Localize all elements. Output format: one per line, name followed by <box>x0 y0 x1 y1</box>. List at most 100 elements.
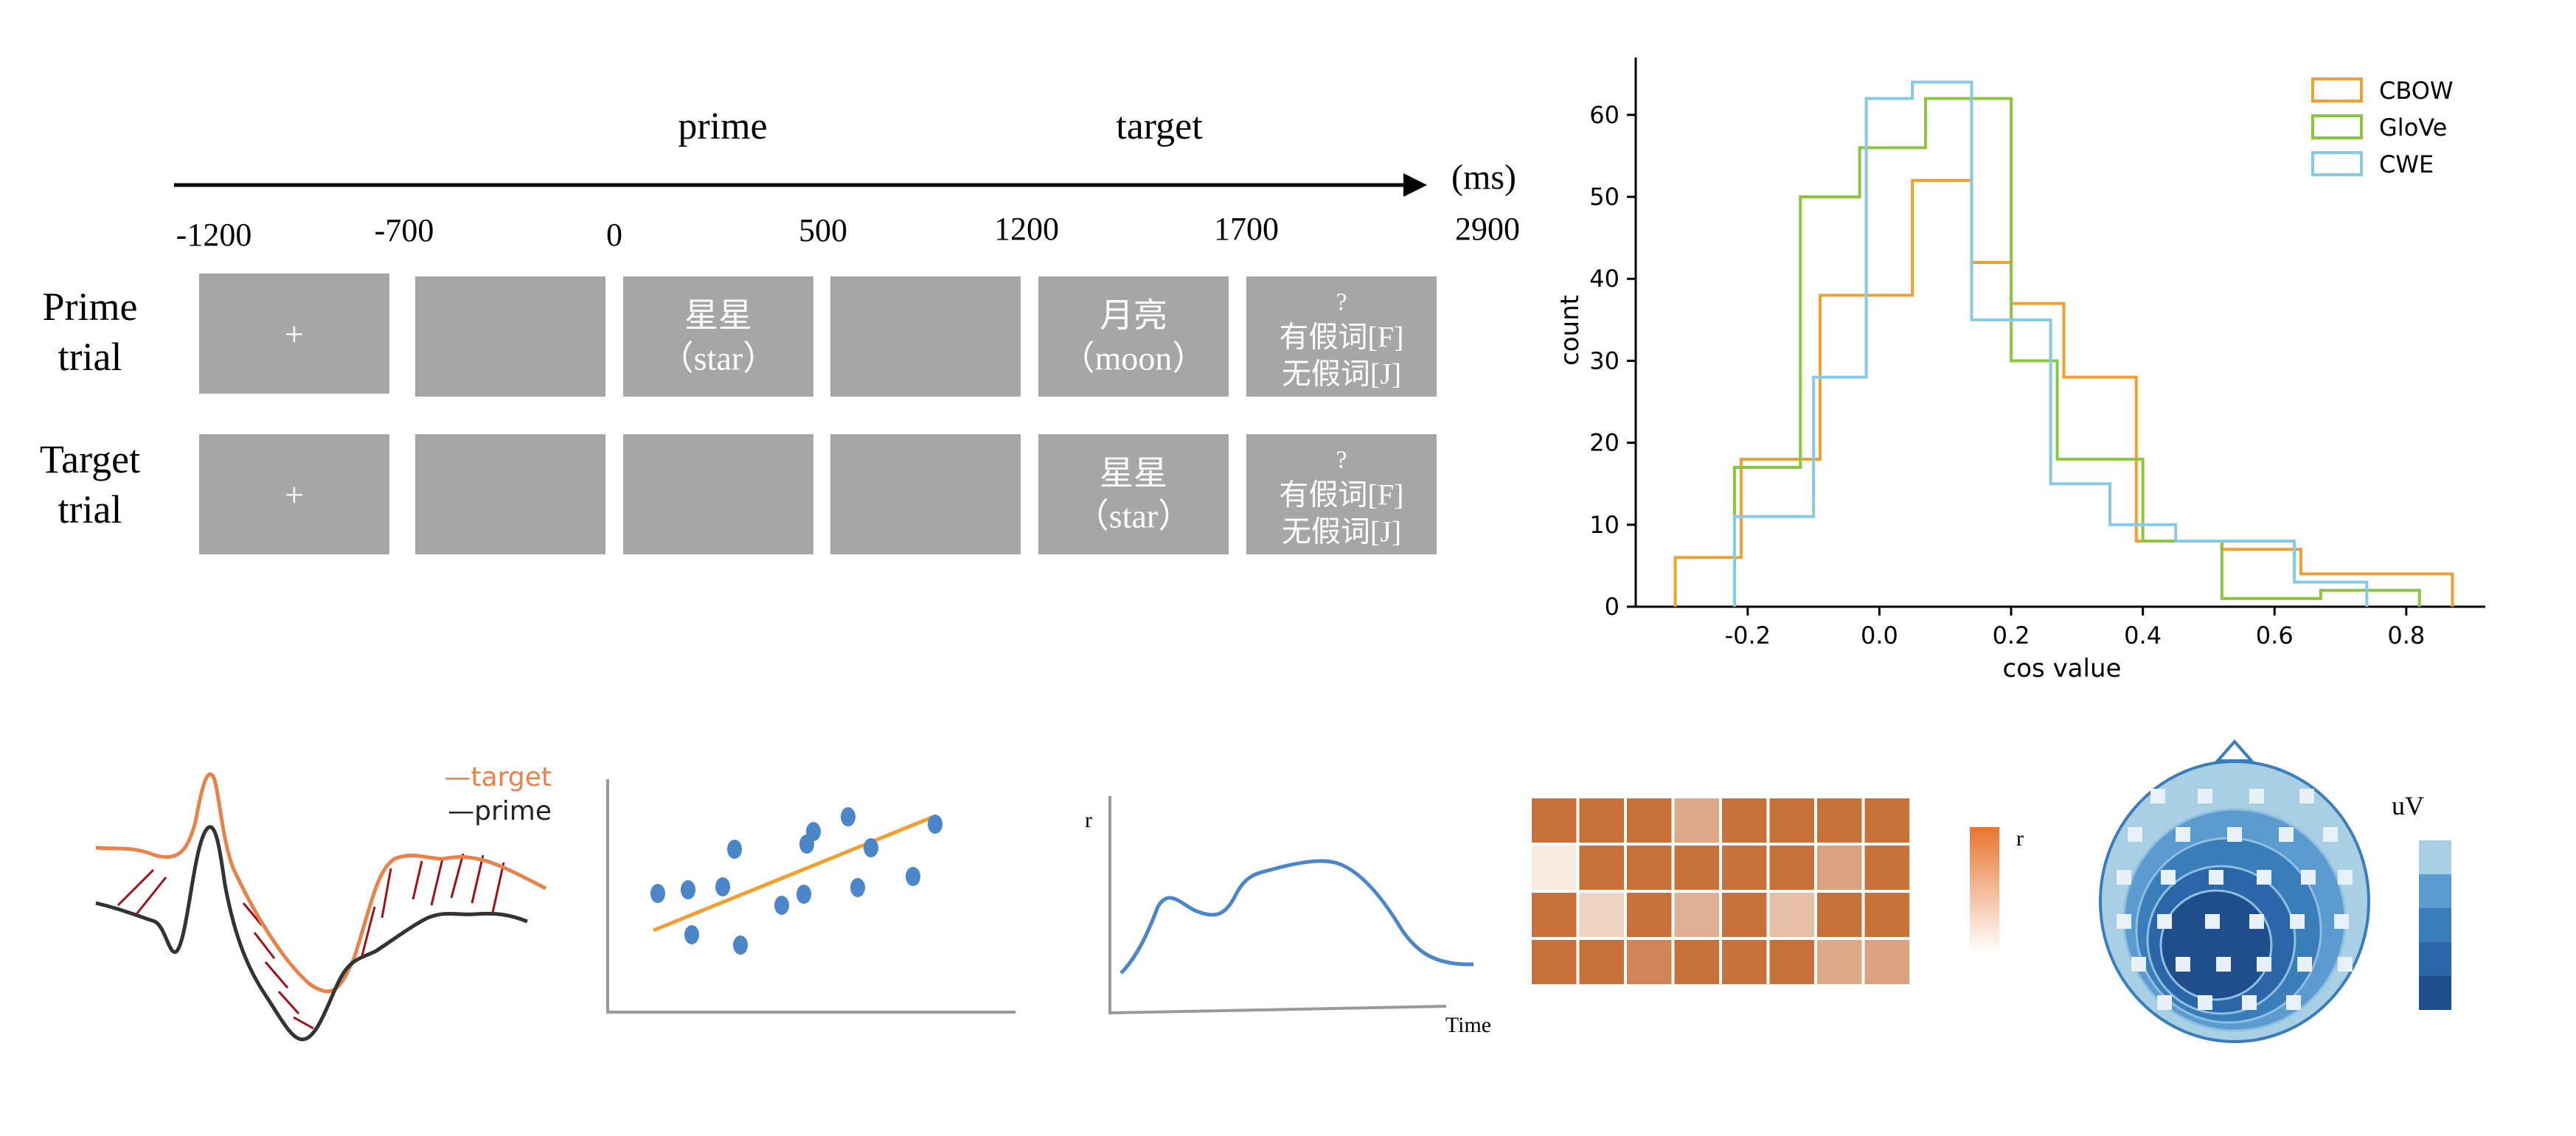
electrode-marker <box>2198 995 2212 1010</box>
heatmap-cell <box>1864 940 1909 984</box>
y-tick-label: 30 <box>1589 346 1619 374</box>
stimulus-text: ? <box>1336 289 1347 316</box>
erp-prime-waveform <box>95 825 528 1042</box>
legend-swatch <box>2311 114 2363 139</box>
topomap-colorbar-step <box>2419 942 2451 976</box>
stimulus-box <box>623 434 813 554</box>
heatmap-cell <box>1817 798 1862 843</box>
scatter-point <box>864 838 878 857</box>
stimulus-box <box>830 434 1021 554</box>
stimulus-box <box>1246 434 1437 554</box>
electrode-marker <box>2249 914 2264 929</box>
heatmap-cell <box>1579 846 1624 890</box>
heatmap-cell <box>1674 846 1719 890</box>
heatmap-cell <box>1817 846 1862 890</box>
stimulus-text: （star） <box>1075 498 1192 535</box>
tick-label: 0 <box>606 217 622 253</box>
scatter-point <box>681 880 695 899</box>
phase-label-prime: prime <box>678 105 767 147</box>
electrode-marker <box>2338 957 2353 972</box>
histogram-ylabel: count <box>1555 295 1585 366</box>
timecourse-axes <box>1108 796 1447 1015</box>
tick-label: 1200 <box>994 211 1059 247</box>
erp-target-waveform <box>95 772 547 994</box>
topomap-colorbar-step <box>2419 908 2451 942</box>
electrode-marker <box>2334 914 2349 929</box>
heatmap-cell <box>1864 893 1909 937</box>
correlation-heatmap-panel: r <box>1532 798 2024 984</box>
heatmap-cell <box>1864 798 1909 843</box>
tick-label: -1200 <box>176 217 252 253</box>
topomap-nose-icon <box>2214 739 2255 762</box>
heatmap-colorbar-label: r <box>2016 826 2024 851</box>
y-tick-label: 0 <box>1605 593 1619 621</box>
topomap-colorbar <box>2419 840 2451 1010</box>
heatmap-cell <box>1769 798 1814 843</box>
heatmap-cell <box>1817 940 1862 984</box>
timecourse-ylabel: r <box>1085 808 1092 832</box>
topomap-colorbar-step <box>2419 874 2451 908</box>
heatmap-cell <box>1532 940 1577 984</box>
heatmap-cell <box>1674 798 1719 843</box>
scatter-point <box>733 935 748 955</box>
legend-label: GloVe <box>2379 114 2447 142</box>
electrode-marker <box>2249 789 2264 804</box>
heatmap-cell <box>1579 940 1624 984</box>
timecourse-panel: r Time <box>1085 796 1491 1037</box>
erp-legend-target: —target <box>445 762 552 792</box>
histogram-series-cwe <box>1732 80 2369 607</box>
x-tick-label: 0.6 <box>2256 621 2294 649</box>
scatter-point <box>806 822 821 841</box>
scatter-point <box>774 896 789 915</box>
electrode-marker <box>2297 957 2312 972</box>
electrode-marker <box>2216 957 2231 972</box>
stimulus-box <box>199 434 389 554</box>
legend-swatch <box>2311 151 2363 176</box>
cos-value-histogram: count cos value -0.2 0.0 0.2 0.4 0.6 0.8 0 10 20… <box>1555 58 2485 683</box>
topomap-contour-4 <box>2159 889 2273 1001</box>
stimulus-box <box>1246 276 1437 397</box>
row-label-prime-trial-line2: trial <box>58 335 122 379</box>
erp-difference-hatching <box>117 853 505 1030</box>
trial-boxes: + 星星（star）月亮（moon）?有假词[F]无假词[J]+星星（star）?… <box>199 273 1437 554</box>
scatter-point <box>727 840 742 859</box>
x-tick-label: 0.8 <box>2387 621 2425 649</box>
stimulus-text: 星星 <box>1100 455 1167 492</box>
electrode-marker <box>2209 870 2223 885</box>
legend-swatch <box>2311 77 2363 102</box>
electrode-marker <box>2286 995 2301 1010</box>
heatmap-colorbar <box>1970 827 1999 952</box>
legend-label: CWE <box>2379 150 2434 178</box>
timecourse-curve <box>1119 859 1474 975</box>
electrode-marker <box>2323 827 2338 842</box>
tick-label: -700 <box>375 212 434 248</box>
electrode-marker <box>2299 789 2314 804</box>
heatmap-cell <box>1769 940 1814 984</box>
topomap-colorbar-step <box>2419 840 2451 874</box>
electrode-marker <box>2117 914 2131 929</box>
stimulus-text: 星星 <box>684 297 752 335</box>
electrode-marker <box>2257 957 2271 972</box>
stimulus-text: 无假词[J] <box>1282 358 1401 391</box>
heatmap-cell <box>1722 893 1767 937</box>
heatmap-cell <box>1532 846 1577 890</box>
electrode-marker <box>2150 789 2165 804</box>
scatter-axes <box>606 779 1016 1014</box>
stimulus-text: 月亮 <box>1100 297 1167 335</box>
electrode-marker <box>2128 827 2142 842</box>
scatter-point <box>928 815 942 834</box>
stimulus-box <box>199 273 389 394</box>
y-tick-label: 20 <box>1589 429 1619 457</box>
timeline-unit: (ms) <box>1451 158 1516 197</box>
heatmap-cell <box>1532 798 1577 843</box>
tick-label: 500 <box>799 212 847 248</box>
stimulus-box <box>623 276 813 397</box>
heatmap-cell <box>1769 893 1814 937</box>
scatter-point <box>684 925 699 944</box>
electrode-marker <box>2117 870 2131 885</box>
stimulus-text: （moon） <box>1061 340 1207 377</box>
timecourse-xlabel: Time <box>1445 1013 1491 1037</box>
phase-label-target: target <box>1116 105 1203 147</box>
scatter-point <box>796 885 811 904</box>
row-label-target-trial-line1: Target <box>40 437 140 481</box>
